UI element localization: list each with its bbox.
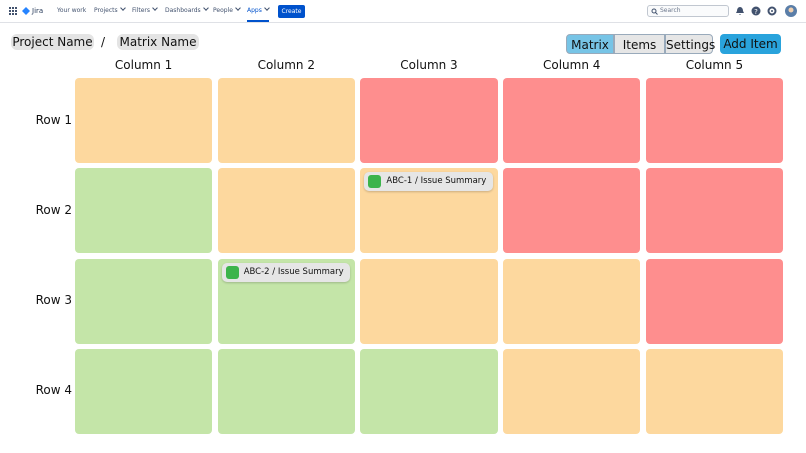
- nav-item[interactable]: Your work: [57, 7, 87, 14]
- view-tab[interactable]: Items: [614, 34, 665, 54]
- issue-card[interactable]: ABC-2 / Issue Summary: [221, 262, 350, 282]
- nav-item[interactable]: Filters: [132, 0, 158, 22]
- project-breadcrumb[interactable]: Project Name: [11, 34, 94, 50]
- row-header: Row 3: [35, 293, 72, 308]
- matrix-cell: [645, 168, 783, 254]
- create-button[interactable]: Create: [278, 5, 305, 18]
- column-header: Column 3: [400, 58, 458, 72]
- matrix-cell: [75, 348, 213, 434]
- dropdown-chevron: [235, 5, 241, 11]
- matrix-cell: [645, 348, 783, 434]
- search-box[interactable]: Search: [647, 5, 729, 17]
- matrix-cell: [360, 258, 498, 344]
- notifications-icon[interactable]: [735, 6, 745, 16]
- matrix-cell: [217, 348, 355, 434]
- search-placeholder: Search: [660, 7, 681, 14]
- search-icon: [651, 8, 658, 15]
- column-header: Column 2: [257, 58, 315, 72]
- dropdown-chevron: [119, 5, 126, 11]
- help-icon[interactable]: ?: [751, 6, 761, 16]
- matrix-cell: [217, 78, 355, 163]
- matrix-cell: [75, 258, 213, 344]
- column-header: Column 4: [542, 58, 601, 72]
- nav-item[interactable]: Apps: [247, 0, 270, 22]
- issue-status: [225, 265, 239, 279]
- view-tab[interactable]: Matrix: [566, 34, 614, 54]
- product-name[interactable]: Jira: [32, 7, 44, 15]
- matrix-cell: ABC-1 / Issue Summary: [360, 168, 498, 254]
- avatar[interactable]: [785, 5, 797, 17]
- matrix-cell: [503, 168, 641, 254]
- nav-item[interactable]: Projects: [94, 0, 126, 22]
- breadcrumb-separator: /: [101, 35, 106, 49]
- column-header: Column 1: [114, 58, 173, 72]
- matrix-breadcrumb[interactable]: Matrix Name: [117, 34, 199, 50]
- top-nav: Jira Create Search ? Your work Projects Fi…: [0, 0, 806, 23]
- row-header: Row 2: [35, 202, 72, 217]
- matrix-cell: [503, 348, 641, 434]
- row-header: Row 1: [35, 112, 72, 127]
- matrix-cell: ABC-2 / Issue Summary: [217, 258, 355, 344]
- row-header: Row 4: [35, 383, 72, 398]
- matrix-cell: [360, 348, 498, 434]
- dropdown-chevron: [264, 5, 270, 11]
- svg-text:?: ?: [754, 8, 758, 16]
- matrix-cell: [360, 78, 498, 163]
- matrix-cell: [645, 78, 783, 163]
- matrix-cell: [503, 78, 641, 163]
- dropdown-chevron: [152, 5, 158, 11]
- issue-label: ABC-2 / Issue Summary: [243, 266, 344, 277]
- nav-item[interactable]: People: [213, 0, 241, 22]
- issue-card[interactable]: ABC-1 / Issue Summary: [364, 172, 493, 192]
- add-item-button[interactable]: Add Item: [720, 34, 781, 54]
- app-switcher[interactable]: [9, 7, 17, 15]
- issue-label: ABC-1 / Issue Summary: [386, 176, 487, 187]
- matrix-cell: [645, 258, 783, 344]
- nav-item[interactable]: Dashboards: [165, 0, 209, 22]
- dropdown-chevron: [202, 5, 209, 11]
- view-tab[interactable]: Settings: [665, 34, 715, 54]
- jira-logo[interactable]: [22, 7, 30, 15]
- column-header: Column 5: [685, 58, 744, 72]
- matrix-cell: [217, 168, 355, 254]
- settings-icon[interactable]: [767, 6, 777, 16]
- matrix-cell: [503, 258, 641, 344]
- issue-status: [368, 175, 382, 189]
- matrix-cell: [75, 78, 213, 163]
- matrix-cell: [75, 168, 213, 254]
